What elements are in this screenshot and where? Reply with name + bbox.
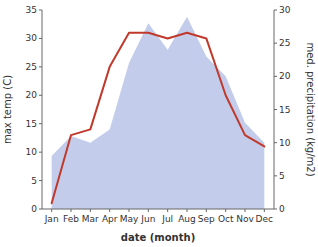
y-tick-label: 0: [31, 204, 37, 214]
y2-tick-label: 0: [279, 204, 285, 214]
y-axis-line: [42, 10, 43, 209]
y2-tick-label: 20: [279, 71, 291, 81]
x-tick-label: Dec: [256, 214, 273, 224]
x-tick: [109, 209, 110, 212]
y2-tick: [274, 10, 277, 11]
x-tick: [187, 209, 188, 212]
y2-tick: [274, 76, 277, 77]
x-tick-label: May: [120, 214, 139, 224]
y-tick: [39, 66, 42, 67]
y-tick-label: 15: [26, 119, 37, 129]
y2-tick: [274, 175, 277, 176]
x-tick: [245, 209, 246, 212]
y-tick-label: 10: [26, 147, 38, 157]
y-tick: [39, 10, 42, 11]
x-tick: [51, 209, 52, 212]
x-tick-label: Jun: [140, 214, 155, 224]
y-tick-label: 20: [26, 90, 38, 100]
y2-tick-label: 10: [279, 138, 291, 148]
y2-tick: [274, 109, 277, 110]
x-tick-label: Aug: [178, 214, 196, 224]
x-tick: [206, 209, 207, 212]
y2-tick: [274, 43, 277, 44]
precipitation-area: [52, 17, 265, 209]
chart: Jan FebMarAprMayJun Jul AugSepOctNovDec 0 5 10…: [0, 0, 318, 247]
x-tick-label: Jul: [161, 214, 173, 224]
x-tick: [90, 209, 91, 212]
x-tick-label: Mar: [82, 214, 99, 224]
y-tick: [39, 123, 42, 124]
x-tick-label: Jan: [44, 214, 59, 224]
x-tick-label: Sep: [198, 214, 215, 224]
y-tick: [39, 95, 42, 96]
x-tick-label: Apr: [102, 214, 118, 224]
x-axis-line: [42, 209, 274, 210]
y2-axis-title: med. precipitation (kg/m2): [305, 42, 316, 176]
y-tick-label: 35: [26, 5, 37, 15]
x-axis-title: date (month): [121, 232, 195, 243]
y-tick: [39, 152, 42, 153]
y-tick-label: 30: [26, 33, 38, 43]
y-axis-title: max temp (C): [2, 75, 13, 144]
x-tick-label: Nov: [236, 214, 254, 224]
y2-tick-label: 25: [279, 38, 290, 48]
y-tick: [39, 209, 42, 210]
y2-tick: [274, 209, 277, 210]
y-tick: [39, 38, 42, 39]
x-tick: [129, 209, 130, 212]
x-tick: [264, 209, 265, 212]
x-tick: [71, 209, 72, 212]
x-tick: [167, 209, 168, 212]
x-tick-label: Feb: [63, 214, 79, 224]
x-tick: [148, 209, 149, 212]
y-tick: [39, 180, 42, 181]
y2-tick-label: 15: [279, 105, 290, 115]
y2-tick-label: 5: [279, 171, 285, 181]
axes: Jan FebMarAprMayJun Jul AugSepOctNovDec 0 5 10…: [2, 5, 316, 243]
y-tick-label: 5: [31, 176, 37, 186]
x-tick: [225, 209, 226, 212]
x-tick-label: Oct: [218, 214, 234, 224]
y-tick-label: 25: [26, 62, 37, 72]
y2-tick: [274, 142, 277, 143]
y2-tick-label: 30: [279, 5, 291, 15]
chart-container: Jan FebMarAprMayJun Jul AugSepOctNovDec 0 5 10…: [0, 0, 318, 247]
marks: [52, 17, 265, 209]
temperature-line: [52, 33, 265, 204]
